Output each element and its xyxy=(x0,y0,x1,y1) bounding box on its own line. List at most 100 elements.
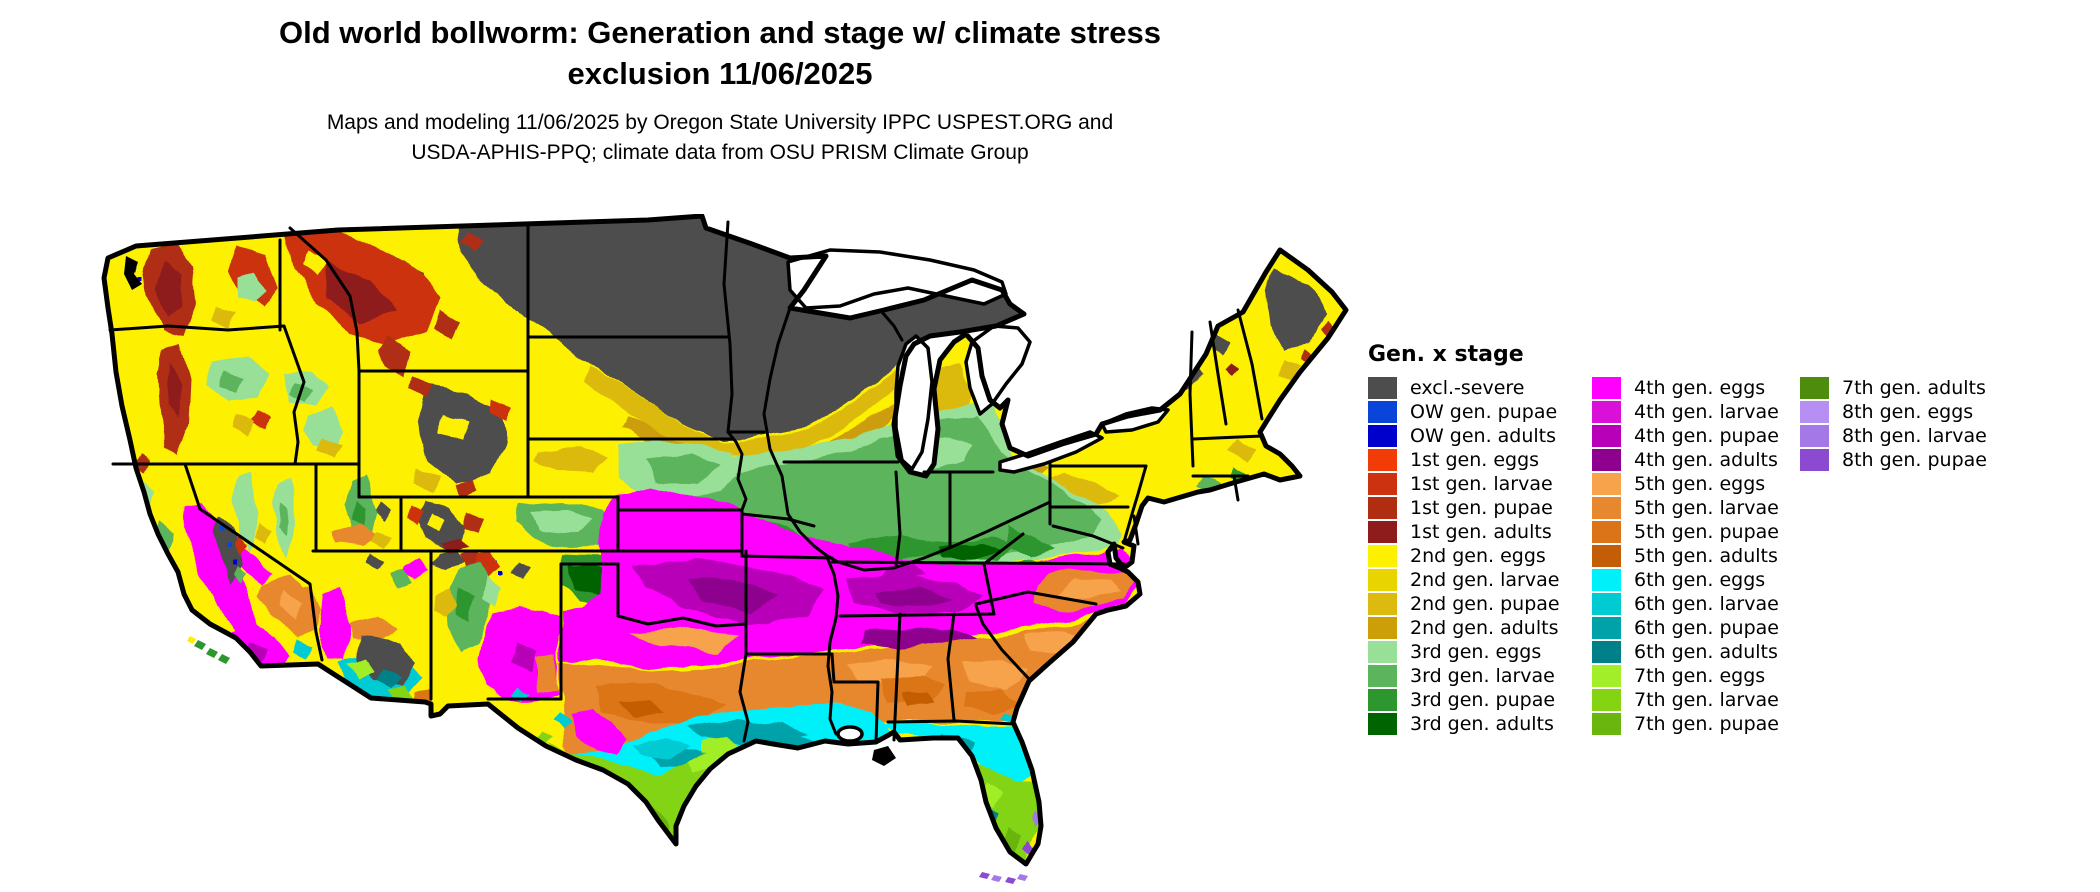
map-blob xyxy=(182,500,258,644)
map-blob xyxy=(830,560,1126,566)
florida-keys xyxy=(1017,874,1028,881)
map-blob xyxy=(232,544,274,586)
map-blob xyxy=(1266,272,1326,352)
map-blob xyxy=(326,262,394,322)
legend-swatch xyxy=(1368,641,1397,663)
legend-swatch xyxy=(1368,521,1397,543)
legend-swatch xyxy=(1368,401,1397,423)
legend-item: 7th gen. eggs xyxy=(1592,664,1800,688)
legend-item: 2nd gen. pupae xyxy=(1368,592,1592,616)
legend-swatch xyxy=(1592,569,1621,591)
map-blob xyxy=(434,588,458,618)
map-blob xyxy=(633,628,738,652)
map-blob xyxy=(740,512,816,528)
legend-item-label: 6th gen. adults xyxy=(1634,641,1778,663)
map-blob xyxy=(364,556,384,570)
legend-swatch xyxy=(1592,425,1621,447)
legend-item-label: 2nd gen. eggs xyxy=(1410,545,1546,567)
legend-swatch xyxy=(1368,473,1397,495)
map-blob xyxy=(334,526,378,548)
map-blob xyxy=(883,674,946,706)
regions-west xyxy=(132,230,512,676)
map-blob xyxy=(218,524,223,529)
legend-item-label: 1st gen. larvae xyxy=(1410,473,1553,495)
legend-item: 8th gen. eggs xyxy=(1800,400,1987,424)
map-blob xyxy=(688,754,728,774)
legend-item-label: 5th gen. eggs xyxy=(1634,473,1766,495)
legend-item: 3rd gen. larvae xyxy=(1368,664,1592,688)
map-blob xyxy=(210,514,244,586)
map-header: Old world bollworm: Generation and stage… xyxy=(90,12,1350,168)
legend-item: 1st gen. eggs xyxy=(1368,448,1592,472)
map-blob xyxy=(440,414,468,440)
map-subtitle: Maps and modeling 11/06/2025 by Oregon S… xyxy=(90,108,1350,168)
legend-item-label: 4th gen. adults xyxy=(1634,449,1778,471)
map-blob xyxy=(618,700,663,718)
map-blob xyxy=(1191,434,1264,441)
legend-item: 5th gen. adults xyxy=(1592,544,1800,568)
map-blob xyxy=(250,410,272,430)
legend-swatch xyxy=(1592,377,1621,399)
legend-item-label: 8th gen. eggs xyxy=(1842,401,1974,423)
legend-item: 4th gen. pupae xyxy=(1592,424,1800,448)
lake-pontchartrain xyxy=(836,725,864,743)
legend-swatch xyxy=(1592,401,1621,423)
puget-sound xyxy=(124,256,142,290)
legend-item: 2nd gen. adults xyxy=(1368,616,1592,640)
legend-swatch xyxy=(1592,617,1621,639)
map-blob xyxy=(1048,472,1118,506)
map-blob xyxy=(513,684,532,698)
legend-item: 5th gen. pupae xyxy=(1592,520,1800,544)
map-blob xyxy=(318,436,344,458)
regions-8th-gen xyxy=(634,790,1040,854)
map-blob xyxy=(878,586,953,607)
legend-title: Gen. x stage xyxy=(1368,342,1524,367)
legend-item-label: 2nd gen. larvae xyxy=(1410,569,1560,591)
legend-item: 2nd gen. larvae xyxy=(1368,568,1592,592)
map-blob xyxy=(982,562,996,616)
legend-swatch xyxy=(1592,545,1621,567)
map-blob xyxy=(226,542,231,547)
legend-swatch xyxy=(1800,401,1829,423)
legend-item-label: 8th gen. pupae xyxy=(1842,449,1987,471)
map-blob xyxy=(490,396,512,420)
map-blob xyxy=(738,652,750,743)
map-blob xyxy=(220,372,246,392)
legend-item: 6th gen. eggs xyxy=(1592,568,1800,592)
legend-swatch xyxy=(1800,425,1829,447)
map-blob xyxy=(974,590,1098,606)
map-overlays xyxy=(124,256,1028,884)
legend-swatch xyxy=(1592,449,1621,471)
map-blob xyxy=(1230,440,1256,460)
map-blob xyxy=(824,500,1052,572)
map-blob xyxy=(946,612,956,722)
map-blob xyxy=(378,334,412,380)
map-blob xyxy=(643,834,656,848)
map-blob xyxy=(234,472,258,552)
legend-item-label: 5th gen. pupae xyxy=(1634,521,1779,543)
legend: excl.-severe OW gen. pupae OW gen. adults 1… xyxy=(1368,376,1987,736)
map-blob xyxy=(428,514,446,532)
lake-superior xyxy=(786,248,1008,310)
legend-item-label: OW gen. pupae xyxy=(1410,401,1558,423)
florida-keys xyxy=(1005,877,1016,884)
legend-item-label: 4th gen. eggs xyxy=(1634,377,1766,399)
legend-item-label: 1st gen. pupae xyxy=(1410,497,1553,519)
map-blob xyxy=(722,220,734,434)
legend-item-label: excl.-severe xyxy=(1410,377,1525,399)
map-blob xyxy=(880,310,904,342)
map-blob xyxy=(406,506,424,526)
legend-item-label: 1st gen. adults xyxy=(1410,521,1552,543)
map-blob xyxy=(1008,524,1056,558)
map-blob xyxy=(388,568,412,588)
legend-swatch xyxy=(1592,593,1621,615)
map-blob xyxy=(302,408,346,450)
map-blob xyxy=(633,738,693,758)
channel-island xyxy=(206,648,218,658)
map-blob xyxy=(374,502,392,522)
us-map xyxy=(101,213,1349,884)
map-blob xyxy=(688,579,778,612)
legend-item: 5th gen. larvae xyxy=(1592,496,1800,520)
map-blob xyxy=(462,232,484,252)
